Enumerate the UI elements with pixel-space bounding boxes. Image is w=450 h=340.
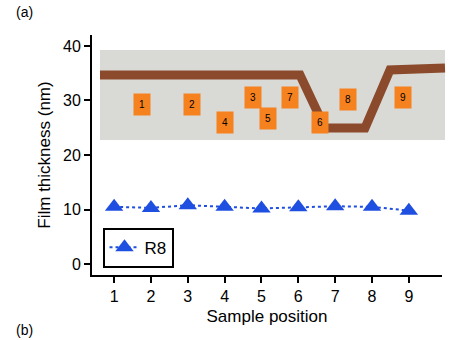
svg-text:1: 1 bbox=[139, 99, 145, 110]
svg-text:(a): (a) bbox=[16, 4, 33, 20]
svg-text:Sample position: Sample position bbox=[207, 307, 328, 326]
svg-text:R8: R8 bbox=[145, 239, 167, 258]
svg-text:4: 4 bbox=[220, 288, 229, 305]
svg-text:9: 9 bbox=[400, 92, 406, 103]
svg-text:(b): (b) bbox=[16, 322, 33, 338]
svg-text:9: 9 bbox=[404, 288, 413, 305]
svg-text:2: 2 bbox=[189, 99, 195, 110]
svg-text:2: 2 bbox=[146, 288, 155, 305]
svg-text:4: 4 bbox=[222, 117, 228, 128]
svg-text:6: 6 bbox=[294, 288, 303, 305]
svg-text:8: 8 bbox=[368, 288, 377, 305]
svg-text:8: 8 bbox=[345, 94, 351, 105]
svg-text:5: 5 bbox=[265, 113, 271, 124]
svg-text:0: 0 bbox=[72, 256, 81, 273]
svg-text:1: 1 bbox=[110, 288, 119, 305]
svg-text:3: 3 bbox=[250, 92, 256, 103]
svg-text:10: 10 bbox=[63, 201, 81, 218]
svg-text:3: 3 bbox=[183, 288, 192, 305]
svg-text:30: 30 bbox=[63, 92, 81, 109]
svg-text:7: 7 bbox=[287, 92, 293, 103]
svg-text:7: 7 bbox=[331, 288, 340, 305]
svg-text:40: 40 bbox=[63, 38, 81, 55]
svg-text:5: 5 bbox=[257, 288, 266, 305]
svg-text:6: 6 bbox=[317, 117, 323, 128]
svg-text:20: 20 bbox=[63, 147, 81, 164]
svg-text:Film thickness (nm): Film thickness (nm) bbox=[35, 81, 54, 228]
